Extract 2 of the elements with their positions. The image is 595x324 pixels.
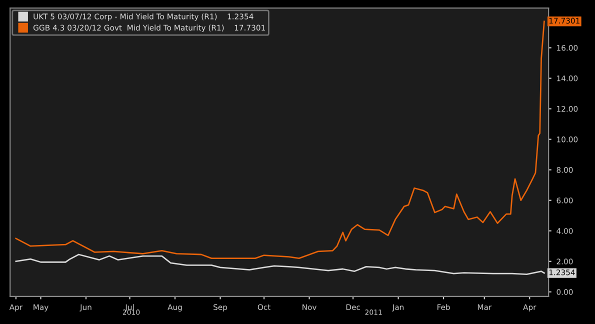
line-series [15, 254, 545, 276]
line-series [15, 20, 545, 260]
